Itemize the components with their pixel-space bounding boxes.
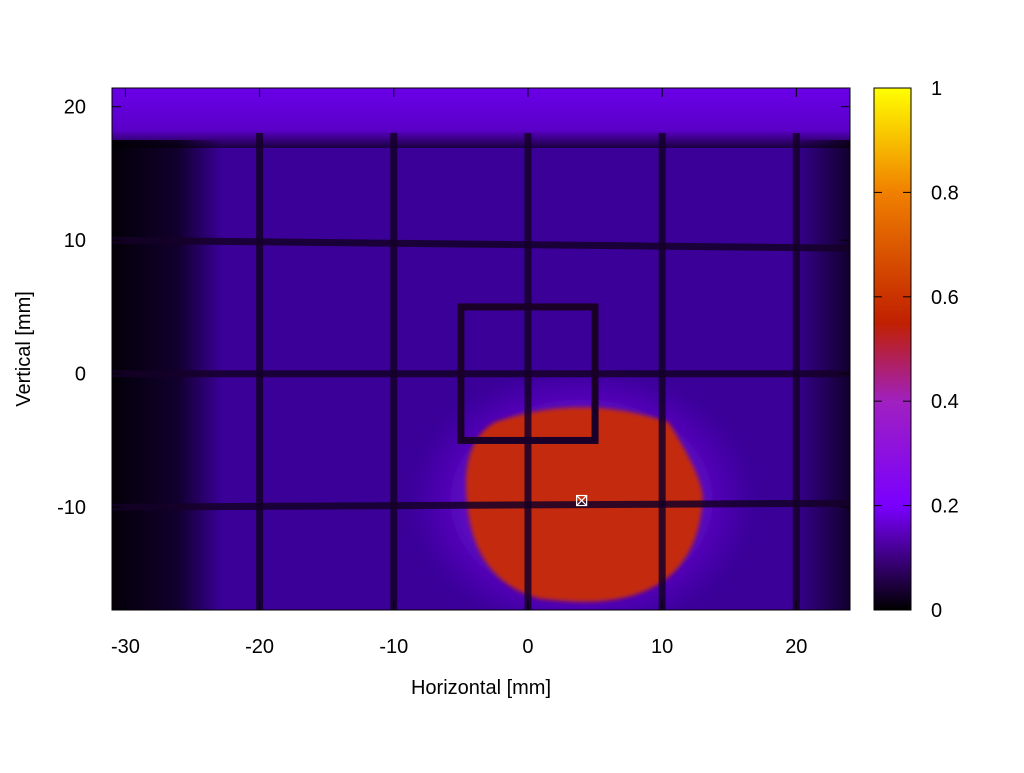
colorbar-tick-label: 0	[931, 600, 942, 622]
y-tick-label: 0	[75, 364, 86, 386]
mask-horizontal-line	[112, 499, 850, 511]
mask-horizontal-line	[112, 236, 850, 252]
y-axis-label: Vertical [mm]	[13, 291, 35, 407]
colorbar-tick-label: 0.2	[931, 496, 959, 518]
colorbar-tick-label: 0.4	[931, 391, 959, 413]
colorbar-tick-label: 0.6	[931, 287, 959, 309]
x-tick-label: -20	[245, 636, 274, 658]
colorbar-tick-label: 0.8	[931, 182, 959, 204]
x-axis-label: Horizontal [mm]	[411, 677, 551, 699]
marker-cross	[576, 495, 588, 506]
axis-ticks: -30 -20 -10 0 10 20 20 10 0 -10	[57, 88, 850, 658]
top-band	[112, 88, 850, 148]
square-frame	[457, 303, 599, 444]
x-tick-label: -30	[111, 636, 140, 658]
x-tick-label: 0	[522, 636, 533, 658]
x-tick-label: 20	[785, 636, 807, 658]
colorbar	[873, 87, 912, 611]
marker-icon	[576, 494, 588, 507]
y-tick-label: 10	[64, 230, 86, 252]
x-tick-label: 10	[651, 636, 673, 658]
x-tick-label: -10	[379, 636, 408, 658]
marker-box	[576, 494, 588, 507]
colorbar-tick-label: 1	[931, 78, 942, 100]
y-tick-label: -10	[57, 497, 86, 519]
y-tick-label: 20	[64, 97, 86, 119]
plot-border	[111, 87, 851, 611]
mask-grid-lines	[112, 133, 850, 610]
colorbar-ticks: 0 0.2 0.4 0.6 0.8 1	[874, 78, 959, 622]
